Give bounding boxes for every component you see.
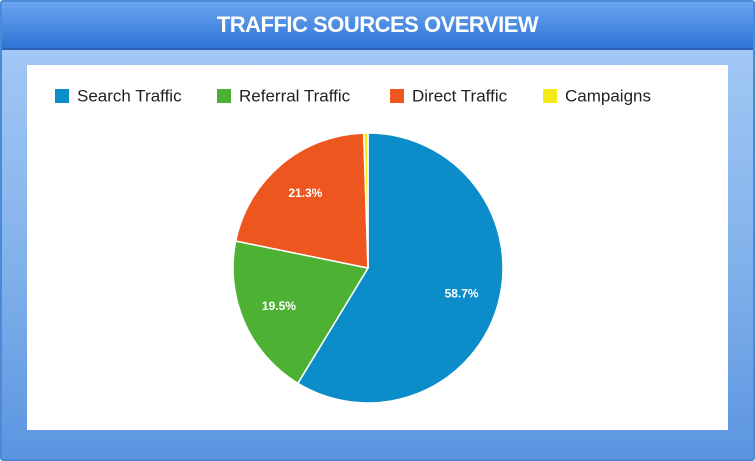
slice-label: 58.7% — [445, 286, 479, 300]
legend-swatch — [217, 89, 231, 103]
pie-slice — [232, 240, 370, 385]
legend-label: Referral Traffic — [239, 86, 351, 105]
slice-label: 21.3% — [288, 186, 322, 200]
legend-label: Direct Traffic — [412, 86, 508, 105]
legend-swatch — [390, 89, 404, 103]
pie-slice — [296, 132, 504, 404]
legend-swatch — [543, 89, 557, 103]
widget-title: TRAFFIC SOURCES OVERVIEW — [2, 2, 753, 50]
legend-label: Campaigns — [565, 86, 651, 105]
legend-label: Search Traffic — [77, 86, 182, 105]
slice-label: 19.5% — [262, 299, 296, 313]
legend-swatch — [55, 89, 69, 103]
pie-slice — [362, 132, 369, 269]
pie-slice — [234, 132, 369, 269]
